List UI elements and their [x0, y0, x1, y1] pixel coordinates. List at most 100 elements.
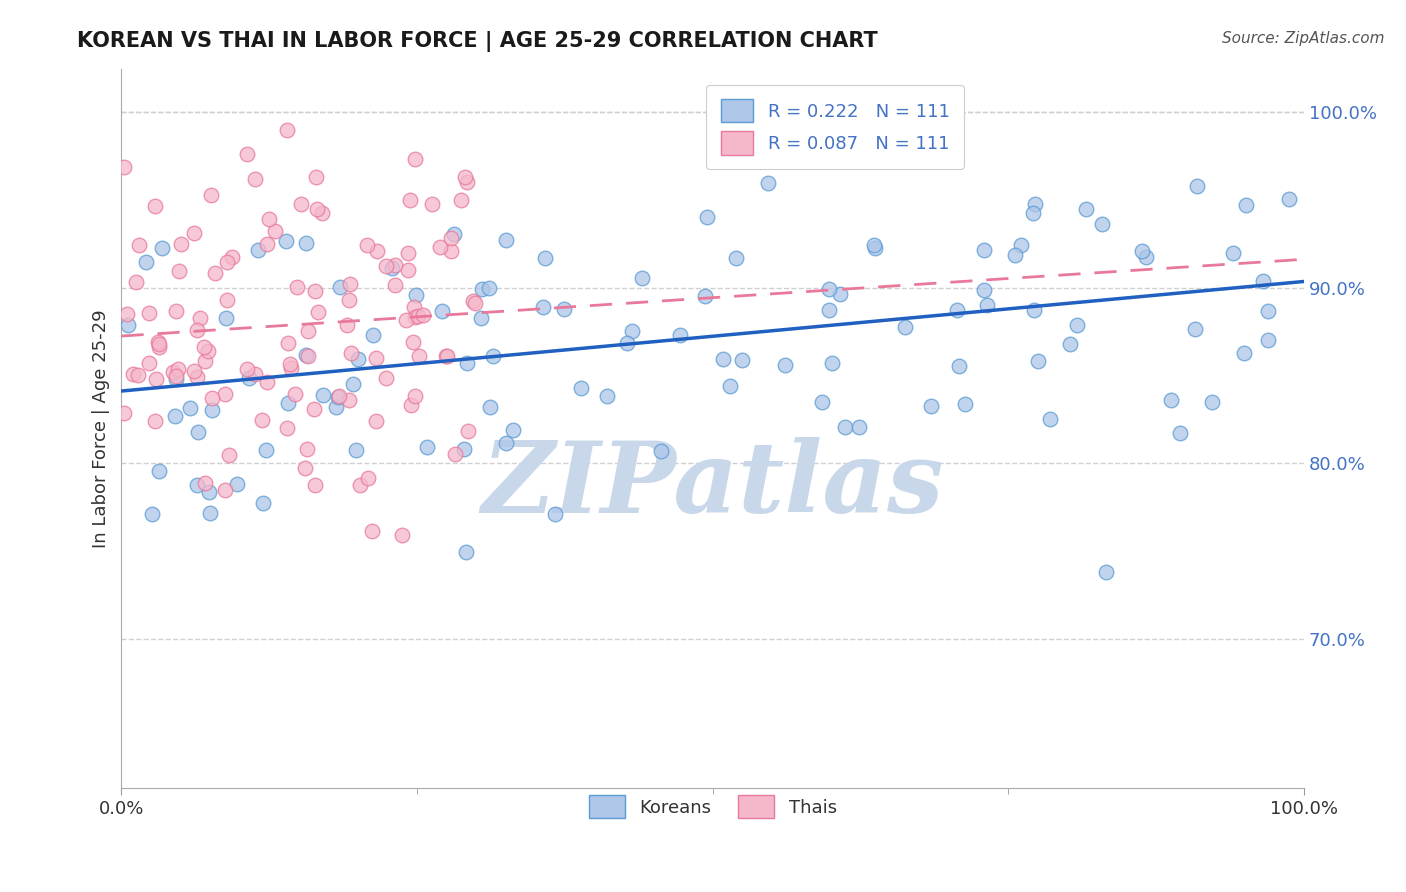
Point [416, 440, 439, 454]
Point [1039, 412, 1062, 426]
Point [616, 336, 638, 351]
Point [170, 237, 193, 252]
Point [811, 394, 834, 409]
Point [953, 396, 976, 410]
Point [245, 172, 267, 186]
Point [404, 152, 426, 166]
Point [544, 507, 567, 521]
Point [346, 443, 368, 458]
Point [1004, 248, 1026, 262]
Point [534, 251, 557, 265]
Point [217, 255, 239, 269]
Point [339, 277, 361, 291]
Point [285, 280, 308, 294]
Point [304, 284, 326, 298]
Point [238, 371, 260, 385]
Point [312, 388, 335, 402]
Point [456, 175, 478, 189]
Point [297, 442, 319, 456]
Point [194, 354, 217, 368]
Point [848, 420, 870, 434]
Point [276, 421, 298, 435]
Point [138, 356, 160, 370]
Point [731, 353, 754, 368]
Point [399, 398, 422, 412]
Point [218, 448, 240, 462]
Point [375, 259, 398, 273]
Point [167, 362, 190, 376]
Point [817, 282, 839, 296]
Point [236, 147, 259, 161]
Point [440, 244, 463, 258]
Point [695, 289, 717, 303]
Point [187, 425, 209, 440]
Point [865, 241, 887, 255]
Point [295, 235, 318, 250]
Point [1222, 246, 1244, 260]
Point [304, 478, 326, 492]
Point [340, 346, 363, 360]
Point [1024, 197, 1046, 211]
Point [495, 435, 517, 450]
Point [394, 313, 416, 327]
Point [553, 301, 575, 316]
Point [1201, 395, 1223, 409]
Point [256, 236, 278, 251]
Point [1059, 337, 1081, 351]
Point [1253, 274, 1275, 288]
Point [1257, 333, 1279, 347]
Point [284, 386, 307, 401]
Point [277, 396, 299, 410]
Point [1168, 425, 1191, 440]
Point [406, 309, 429, 323]
Point [117, 318, 139, 332]
Point [478, 281, 501, 295]
Point [264, 224, 287, 238]
Point [502, 423, 524, 437]
Point [773, 358, 796, 372]
Point [197, 344, 219, 359]
Point [186, 323, 208, 337]
Point [752, 97, 775, 112]
Point [1233, 346, 1256, 360]
Point [179, 401, 201, 415]
Point [226, 477, 249, 491]
Point [121, 367, 143, 381]
Point [150, 241, 173, 255]
Point [596, 389, 619, 403]
Point [328, 389, 350, 403]
Point [420, 196, 443, 211]
Point [125, 275, 148, 289]
Point [143, 414, 166, 428]
Point [482, 349, 505, 363]
Point [115, 307, 138, 321]
Point [404, 388, 426, 402]
Point [143, 198, 166, 212]
Point [391, 527, 413, 541]
Point [215, 293, 238, 307]
Point [429, 240, 451, 254]
Point [360, 524, 382, 539]
Point [146, 335, 169, 350]
Point [457, 424, 479, 438]
Point [165, 368, 187, 383]
Point [412, 308, 434, 322]
Point [454, 170, 477, 185]
Point [696, 210, 718, 224]
Point [669, 327, 692, 342]
Point [453, 442, 475, 456]
Point [290, 197, 312, 211]
Point [277, 336, 299, 351]
Point [443, 227, 465, 242]
Point [252, 496, 274, 510]
Point [364, 351, 387, 366]
Point [818, 302, 841, 317]
Point [1185, 178, 1208, 193]
Point [381, 260, 404, 275]
Point [337, 293, 360, 307]
Point [250, 413, 273, 427]
Point [183, 363, 205, 377]
Point [821, 356, 844, 370]
Point [973, 243, 995, 257]
Point [201, 391, 224, 405]
